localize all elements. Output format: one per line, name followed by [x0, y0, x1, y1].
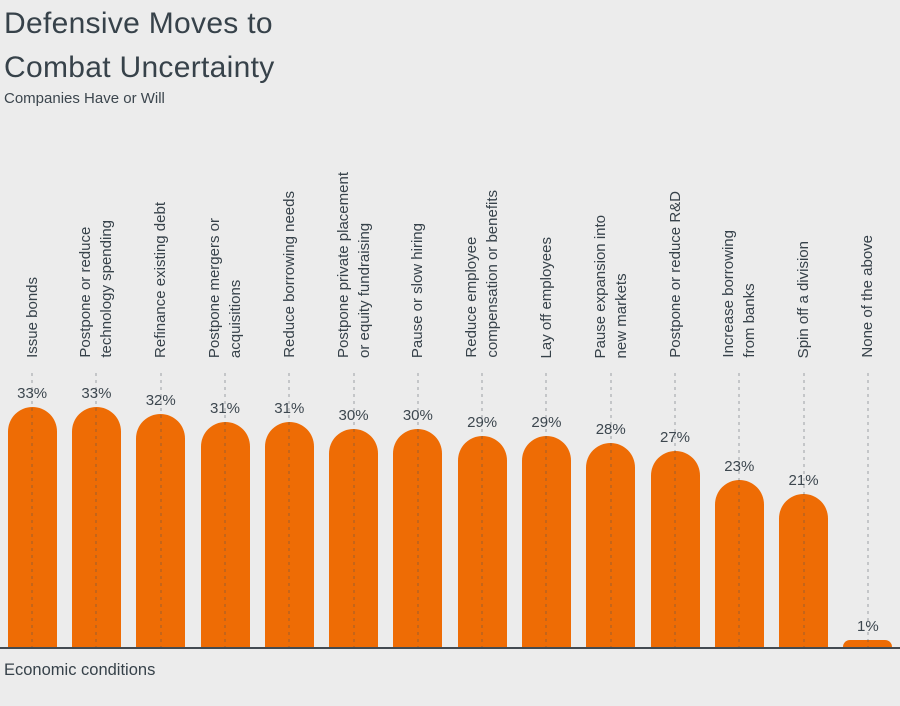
bar-value-label: 1% — [857, 617, 879, 635]
gridline — [674, 373, 676, 647]
bar-value-label: 29% — [531, 414, 562, 432]
gridline — [866, 373, 869, 647]
gridline — [802, 373, 805, 647]
bar — [843, 639, 893, 647]
gridline — [31, 373, 34, 647]
bar — [779, 494, 829, 647]
bar — [329, 428, 379, 647]
bar — [71, 407, 121, 647]
chart-title: Defensive Moves to Combat Uncertainty — [4, 7, 275, 84]
category-label: Postpone or reduce technology spending — [77, 220, 116, 358]
gridline — [738, 373, 741, 647]
category-label: Pause or slow hiring — [409, 222, 427, 358]
category-label: Lay off employees — [537, 236, 555, 358]
bar-value-label: 28% — [595, 421, 626, 439]
category-label: Issue bonds — [23, 277, 41, 358]
bar — [136, 414, 186, 647]
bar — [393, 428, 443, 647]
chart-subtitle: Companies Have or Will — [4, 90, 165, 107]
bar — [521, 436, 571, 647]
gridline — [159, 373, 162, 647]
bar-value-label: 31% — [274, 399, 305, 417]
gridline — [481, 373, 484, 647]
gridline — [95, 373, 98, 647]
category-label: None of the above — [859, 235, 877, 358]
bar — [264, 421, 314, 647]
bar-value-label: 21% — [788, 472, 819, 490]
bar — [650, 450, 700, 647]
bar-value-label: 30% — [338, 406, 369, 424]
gridline — [352, 373, 355, 647]
x-axis-baseline — [0, 647, 900, 649]
gridline — [288, 373, 291, 647]
bar — [586, 443, 636, 647]
category-label: Increase borrowing from banks — [720, 230, 759, 358]
bar-value-label: 29% — [467, 414, 498, 432]
bar — [714, 479, 764, 647]
category-label: Refinance existing debt — [152, 202, 170, 358]
gridline — [545, 373, 548, 647]
bar-value-label: 31% — [209, 399, 241, 417]
bar — [7, 407, 57, 647]
category-label: Postpone mergers or acquisitions — [206, 217, 244, 358]
gridline — [609, 373, 612, 647]
bar-value-label: 33% — [81, 385, 112, 403]
category-label: Reduce employee compensation or benefits — [463, 190, 502, 358]
category-label: Reduce borrowing needs — [280, 191, 298, 358]
gridline — [224, 373, 226, 647]
bar — [200, 421, 250, 647]
category-label: Pause expansion into new markets — [591, 214, 630, 358]
bar-value-label: 32% — [145, 392, 176, 410]
bar-value-label: 27% — [659, 428, 691, 446]
category-label: Postpone or reduce R&D — [666, 191, 684, 358]
x-axis-label: Economic conditions — [4, 661, 156, 679]
category-label: Spin off a division — [795, 240, 813, 358]
bar-value-label: 30% — [402, 406, 433, 424]
bar — [457, 436, 507, 647]
gridline — [416, 373, 419, 647]
category-label: Postpone private placement or equity fun… — [334, 172, 373, 358]
bar-value-label: 23% — [724, 457, 755, 475]
bar-value-label: 33% — [17, 385, 48, 403]
